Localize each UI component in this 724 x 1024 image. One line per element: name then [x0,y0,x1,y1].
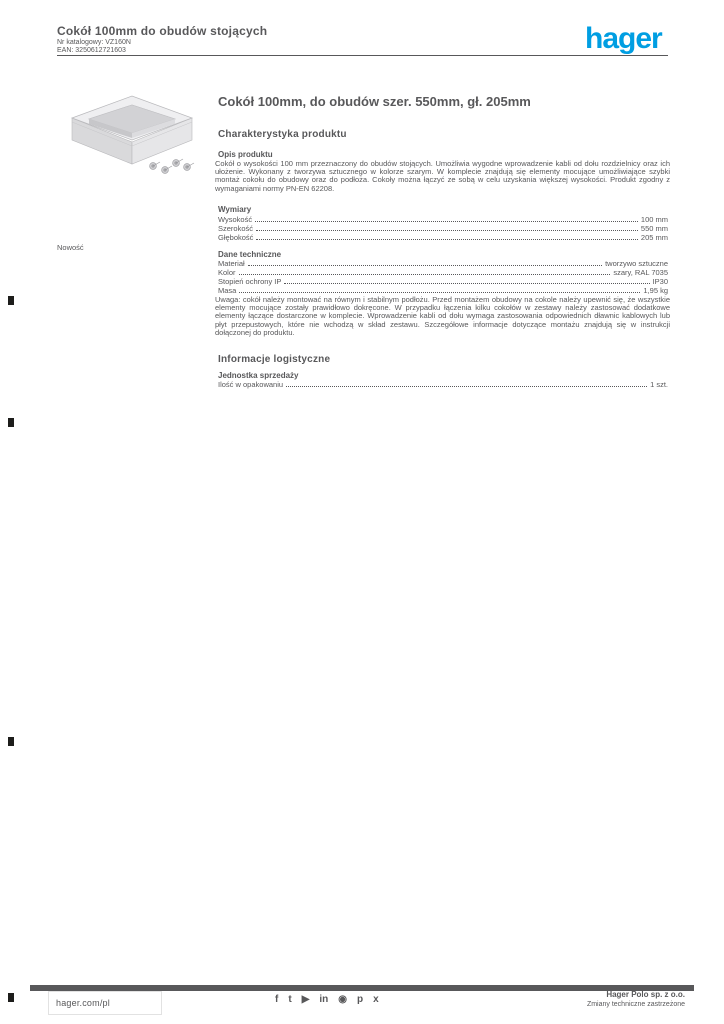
spec-label: Szerokość [218,224,254,233]
dotted-leader [239,292,641,293]
spec-value: 205 mm [640,233,668,242]
spec-row: Masa 1,95 kg [218,286,668,295]
spec-label: Ilość w opakowaniu [218,380,284,389]
technical-rows: Materiał tworzywo sztuczne Kolor szary, … [218,259,668,295]
socle-illustration [70,95,195,174]
logistics-rows: Ilość w opakowaniu 1 szt. [218,380,668,389]
spec-value: 550 mm [640,224,668,233]
dimension-rows: Wysokość 100 mm Szerokość 550 mm Głęboko… [218,215,668,242]
subheading-sales-unit: Jednostka sprzedaży [218,371,299,380]
spec-value: tworzywo sztuczne [605,259,668,268]
header-product-name: Cokół 100mm do obudów stojących [57,24,268,38]
spec-row: Wysokość 100 mm [218,215,668,224]
youtube-icon[interactable]: ▶ [301,994,310,1005]
facebook-icon[interactable]: f [275,994,279,1005]
footer-site-label: hager.com/pl [56,998,110,1008]
spec-value: IP30 [652,277,668,286]
product-note: Uwaga: cokół należy montować na równym i… [215,295,670,337]
spec-label: Kolor [218,268,236,277]
spec-row: Stopień ochrony IP IP30 [218,277,668,286]
spec-row: Głębokość 205 mm [218,233,668,242]
crop-mark [8,418,14,427]
spec-value: 100 mm [640,215,668,224]
spec-value: szary, RAL 7035 [613,268,668,277]
footer-rule [30,985,694,991]
footer-company-block: Hager Polo sp. z o.o. Zmiany techniczne … [560,990,685,1009]
subheading-dimensions: Wymiary [218,205,252,214]
dotted-leader [247,265,603,266]
dotted-leader [238,274,611,275]
dotted-leader [255,221,638,222]
spec-label: Głębokość [218,233,254,242]
spec-row: Kolor szary, RAL 7035 [218,268,668,277]
spec-row: Szerokość 550 mm [218,224,668,233]
footer-social-icons: f t ▶ in ◉ p x [275,992,379,1008]
spec-row: Ilość w opakowaniu 1 szt. [218,380,668,389]
crop-mark [8,296,14,305]
spec-label: Materiał [218,259,245,268]
subheading-description: Opis produktu [218,150,273,159]
linkedin-icon[interactable]: in [319,994,329,1005]
footer-company-name: Hager Polo sp. z o.o. [606,990,685,999]
spec-value: 1,95 kg [643,286,668,295]
section-heading-logistics: Informacje logistyczne [218,354,331,365]
product-image [57,86,197,178]
header-reference: Nr katalogowy: VZ160N [57,39,131,46]
footer-disclaimer: Zmiany techniczne zastrzeżone [586,1001,685,1008]
spec-row: Materiał tworzywo sztuczne [218,259,668,268]
pinterest-icon[interactable]: p [357,994,364,1005]
instagram-icon[interactable]: ◉ [338,994,348,1005]
spec-label: Stopień ochrony IP [218,277,282,286]
product-description: Cokół o wysokości 100 mm przeznaczony do… [215,159,670,193]
side-note: Nowość [57,243,84,252]
twitter-icon[interactable]: t [288,994,292,1005]
xing-icon[interactable]: x [373,994,379,1005]
crop-mark [8,737,14,746]
spec-value: 1 szt. [650,380,668,389]
header-divider [57,55,668,56]
spec-label: Wysokość [218,215,253,224]
subheading-technical: Dane techniczne [218,250,282,259]
dotted-leader [256,230,638,231]
footer-site-link[interactable]: hager.com/pl [48,991,162,1015]
dotted-leader [256,239,638,240]
section-heading-characteristics: Charakterystyka produktu [218,129,347,140]
dotted-leader [284,283,650,284]
hager-logo[interactable]: hager [585,22,663,55]
header-ean: EAN: 3250612721603 [57,47,126,54]
page-title: Cokół 100mm, do obudów szer. 550mm, gł. … [218,94,531,109]
crop-mark [8,993,14,1002]
spec-label: Masa [218,286,237,295]
dotted-leader [286,386,648,387]
